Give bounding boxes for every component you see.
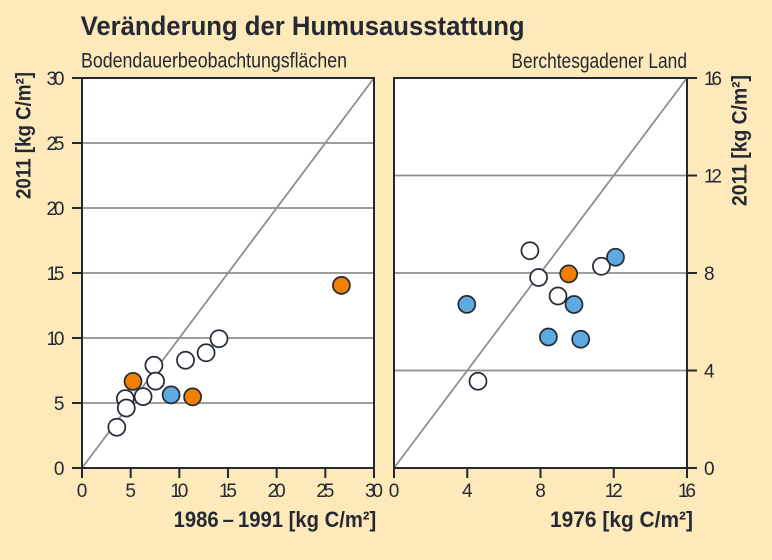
svg-text:5: 5 xyxy=(125,481,136,502)
svg-text:16: 16 xyxy=(704,69,722,90)
svg-text:25: 25 xyxy=(316,481,334,502)
svg-text:5: 5 xyxy=(54,394,65,415)
svg-text:0: 0 xyxy=(54,459,65,480)
svg-text:4: 4 xyxy=(462,481,473,502)
svg-text:30: 30 xyxy=(47,69,65,90)
svg-text:1976 [kg C/m²]: 1976 [kg C/m²] xyxy=(550,507,693,532)
svg-text:12: 12 xyxy=(605,481,623,502)
svg-text:12: 12 xyxy=(704,167,722,188)
svg-text:0: 0 xyxy=(704,459,715,480)
svg-text:2011 [kg C/m²]: 2011 [kg C/m²] xyxy=(729,75,752,206)
svg-text:8: 8 xyxy=(704,264,715,285)
svg-text:25: 25 xyxy=(47,134,65,155)
svg-text:0: 0 xyxy=(77,481,88,502)
svg-text:16: 16 xyxy=(678,481,696,502)
svg-text:30: 30 xyxy=(365,481,383,502)
svg-text:20: 20 xyxy=(268,481,286,502)
svg-text:Bodendauerbeobachtungsflächen: Bodendauerbeobachtungsflächen xyxy=(81,49,347,72)
svg-text:10: 10 xyxy=(170,481,188,502)
svg-text:0: 0 xyxy=(389,481,400,502)
svg-text:Veränderung der Humusausstattu: Veränderung der Humusausstattung xyxy=(81,11,525,41)
svg-text:8: 8 xyxy=(535,481,546,502)
svg-text:4: 4 xyxy=(704,362,715,383)
svg-text:15: 15 xyxy=(219,481,237,502)
svg-text:10: 10 xyxy=(47,329,65,350)
svg-text:15: 15 xyxy=(47,264,65,285)
svg-text:20: 20 xyxy=(47,199,65,220)
svg-text:1986 – 1991 [kg C/m²]: 1986 – 1991 [kg C/m²] xyxy=(174,507,377,532)
svg-text:2011 [kg C/m²]: 2011 [kg C/m²] xyxy=(13,72,36,199)
svg-text:Berchtesgadener Land: Berchtesgadener Land xyxy=(511,50,687,73)
